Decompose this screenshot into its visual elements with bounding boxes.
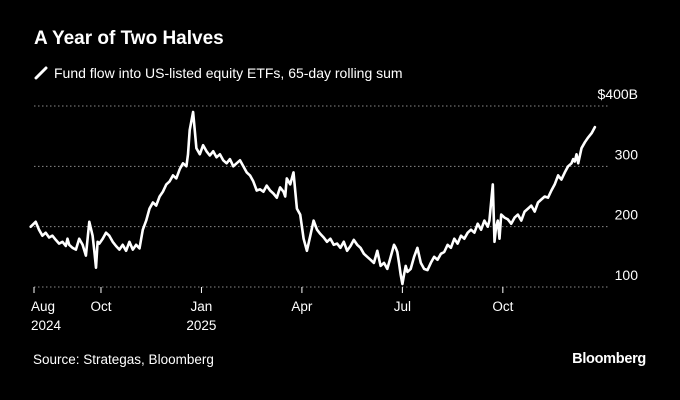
y-tick-label-100: 100	[615, 267, 639, 283]
bloomberg-logo: Bloomberg	[572, 351, 646, 367]
x-tick-label-0: Aug	[31, 299, 55, 314]
y-tick-label-400: $400B	[598, 86, 638, 102]
x-tick-label-5: Oct	[492, 299, 513, 314]
y-tick-label-200: 200	[615, 207, 639, 223]
chart-frame: 100 200 300 $400B Aug 2024 Oct Jan 2025 Apr Jul Oct…	[20, 20, 660, 380]
x-tick-sublabel-2: 2025	[186, 318, 216, 333]
chart-title: A Year of Two Halves	[34, 28, 224, 49]
x-tick-label-4: Jul	[394, 299, 411, 314]
x-tick-label-3: Apr	[291, 299, 313, 314]
y-tick-label-300: 300	[615, 146, 639, 162]
chart: 100 200 300 $400B Aug 2024 Oct Jan 2025 Apr Jul Oct	[29, 86, 639, 333]
x-tick-sublabel-0: 2024	[31, 318, 62, 333]
series-line-0	[29, 110, 597, 286]
x-tick-label-1: Oct	[90, 299, 111, 314]
x-tick-label-2: Jan	[191, 299, 213, 314]
legend-line-swatch-icon	[34, 66, 48, 80]
legend: Fund flow into US-listed equity ETFs, 65…	[34, 64, 403, 82]
source-note: Source: Strategas, Bloomberg	[33, 352, 214, 367]
legend-label: Fund flow into US-listed equity ETFs, 65…	[54, 65, 403, 81]
